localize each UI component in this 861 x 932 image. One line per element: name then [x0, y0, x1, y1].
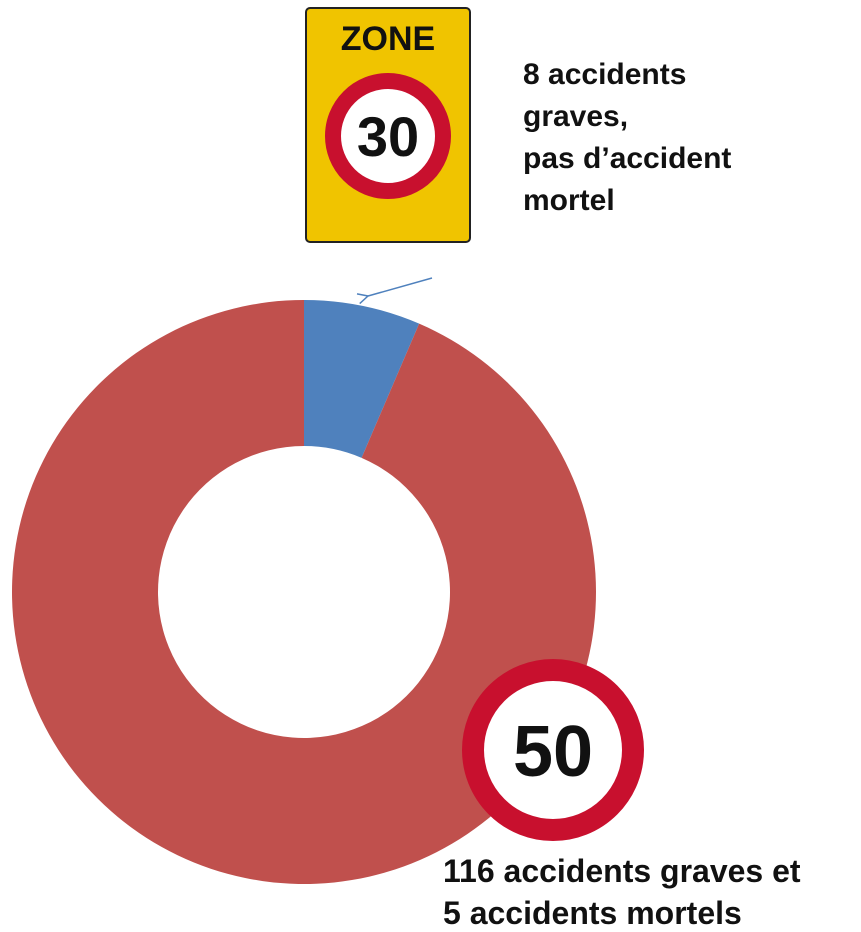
zone-sign: ZONE 30: [305, 7, 471, 243]
donut-slice: [12, 300, 597, 884]
sign-top: ZONE: [341, 20, 435, 58]
annotation-line: 116 accidents graves et: [443, 853, 801, 889]
sign-speed: 30: [357, 105, 419, 168]
annotation: 8 accidents graves, pas d’accident morte…: [523, 58, 740, 217]
sign-speed: 50: [513, 712, 593, 792]
annotation-line: graves,: [523, 100, 628, 133]
speed-sign: 50: [462, 659, 644, 841]
annotation-line: 8 accidents: [523, 58, 686, 91]
annotation-line: pas d’accident: [523, 142, 731, 175]
sign-ring: [325, 73, 451, 199]
donut: [12, 300, 597, 884]
annotation-line: 5 accidents mortels: [443, 895, 742, 931]
annotation: 116 accidents graves et 5 accidents mort…: [443, 853, 809, 931]
sign-ring: [462, 659, 644, 841]
annotation-line: mortel: [523, 184, 615, 217]
donut-slice: [304, 300, 420, 458]
arrow: [368, 277, 433, 296]
